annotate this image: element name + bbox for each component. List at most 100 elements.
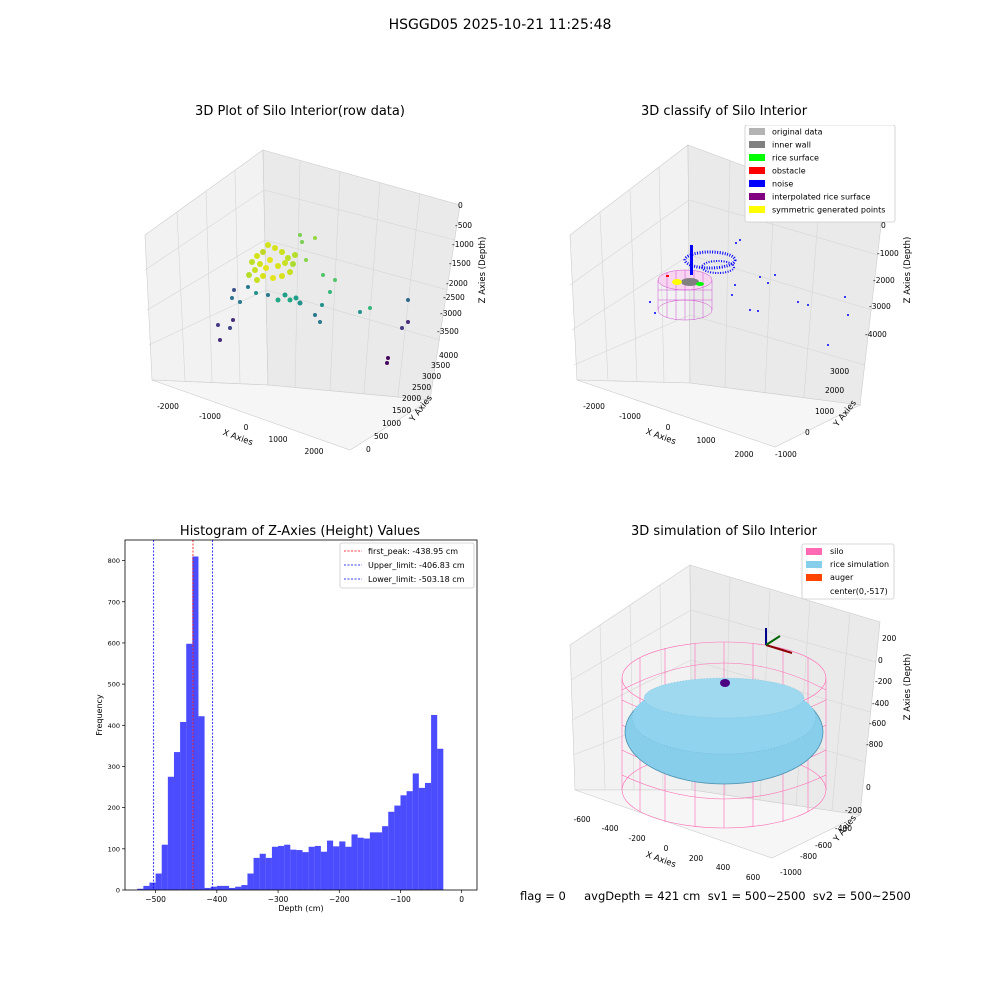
raw-z-tick: -2500 [443, 293, 465, 302]
histogram-bar [333, 846, 340, 890]
raw-x-axis-label: X Axies [221, 428, 254, 448]
legend-swatch-inner-wall [749, 141, 765, 148]
histogram-bar [180, 722, 187, 890]
raw-z-tick: -3000 [440, 309, 462, 318]
sim-z-tick: -800 [866, 740, 883, 749]
histogram-y-ticks: 0 100 200 300 400 500 600 700 800 [108, 557, 125, 895]
histogram-bar [418, 787, 425, 890]
sim-z-tick: 0 [878, 656, 883, 665]
legend-label: rice surface [772, 154, 819, 163]
legend-label: first_peak: -438.95 cm [368, 547, 458, 556]
histogram-bar [143, 885, 150, 890]
histogram-bar [412, 773, 419, 890]
raw-x-tick: 0 [244, 423, 249, 432]
histogram-bar [296, 850, 303, 890]
histogram-bars [137, 556, 444, 890]
sim-z-axis-label: Z Axies (Depth) [903, 654, 913, 721]
classify-plot-title: 3D classify of Silo Interior [640, 104, 808, 119]
legend-label: original data [772, 128, 823, 137]
raw-z-tick: -500 [455, 221, 472, 230]
raw-3d-panes [144, 149, 461, 451]
sim-z-tick: -400 [872, 699, 889, 708]
raw-y-tick: 3500 [431, 361, 450, 370]
legend-swatch-rice [806, 561, 822, 568]
legend-swatch-noise [749, 180, 765, 187]
y-tick-label: 200 [108, 804, 120, 812]
histogram-bar [382, 826, 389, 890]
rice-surface [624, 677, 824, 785]
sim-x-tick: -400 [601, 824, 618, 833]
legend-swatch-rice-surface [749, 154, 765, 161]
histogram-legend: first_peak: -438.95 cm Upper_limit: -406… [339, 542, 475, 589]
raw-y-tick: 2000 [402, 394, 421, 403]
classify-x-tick: 0 [666, 423, 671, 432]
x-tick-label: −400 [207, 895, 228, 904]
legend-label: silo [830, 547, 844, 556]
classify-legend: original data inner wall rice surface ob… [744, 125, 896, 223]
classify-z-axis-label: Z Axies (Depth) [903, 237, 913, 304]
histogram-bar [278, 845, 285, 890]
classify-y-tick: 1000 [815, 407, 834, 416]
raw-y-tick: 500 [374, 432, 389, 441]
y-tick-label: 500 [108, 681, 120, 689]
sim-y-tick: -200 [845, 806, 862, 815]
y-tick-label: 800 [108, 557, 120, 565]
y-tick-label: 600 [108, 639, 120, 647]
histogram-bar [210, 886, 217, 890]
x-tick-label: −100 [390, 895, 411, 904]
histogram-bar [192, 556, 199, 890]
histogram-x-axis-label: Depth (cm) [278, 904, 323, 913]
raw-y-tick: 1000 [382, 419, 401, 428]
classify-z-tick: -2000 [873, 276, 895, 285]
legend-swatch-symmetric [749, 206, 765, 213]
histogram-title: Histogram of Z-Axies (Height) Values [179, 524, 421, 539]
histogram-bar [308, 846, 315, 890]
classify-3d-plot: original data inner wall rice surface ob… [569, 125, 913, 459]
raw-plot-title: 3D Plot of Silo Interior(row data) [195, 104, 405, 119]
legend-swatch-auger [806, 574, 822, 581]
legend-label: Upper_limit: -406.83 cm [368, 561, 465, 570]
classify-z-tick: 0 [881, 221, 886, 230]
histogram-bar [204, 887, 211, 890]
status-readout: flag = 0 avgDepth = 421 cm sv1 = 500~250… [520, 889, 911, 903]
histogram-bar [241, 885, 248, 890]
legend-label: noise [772, 180, 793, 189]
sim-x-axis-label: X Axies [644, 850, 677, 870]
sim-y-tick: -400 [835, 824, 852, 833]
classify-x-tick: 1000 [696, 436, 715, 445]
histogram-bar [400, 795, 407, 890]
raw-x-tick: -2000 [157, 402, 179, 411]
histogram-bar [437, 748, 444, 890]
raw-x-tick: 2000 [304, 447, 323, 456]
classify-y-tick: 0 [805, 428, 810, 437]
histogram-bar [431, 715, 438, 890]
simulation-3d-plot: silo rice simulation auger center(0,-517… [569, 543, 913, 880]
sim-z-tick: -200 [875, 677, 892, 686]
simulation-plot-title: 3D simulation of Silo Interior [631, 524, 817, 539]
sim-y-tick: -600 [815, 841, 832, 850]
sim-x-tick: -200 [628, 834, 645, 843]
histogram-bar [186, 643, 193, 890]
histogram-bar [357, 837, 364, 890]
raw-z-tick: -3500 [437, 327, 459, 336]
histogram-chart: −500 −400 −300 −200 −100 0 0 100 200 300 400 500 60… [95, 539, 478, 913]
histogram-bar [222, 885, 230, 890]
histogram-bar [173, 752, 181, 890]
raw-z-tick: -1000 [452, 240, 474, 249]
histogram-bar [149, 882, 156, 890]
classify-x-axis-label: X Axies [644, 427, 677, 447]
histogram-y-axis-label: Frequency [95, 694, 104, 736]
sim-x-tick: 400 [716, 863, 731, 872]
classify-x-tick: -1000 [619, 412, 641, 421]
legend-label: inner wall [772, 141, 811, 150]
raw-3d-points [216, 233, 410, 365]
histogram-bar [253, 857, 260, 890]
histogram-bar [229, 887, 236, 890]
raw-y-tick: 0 [366, 445, 371, 454]
histogram-bar [302, 852, 309, 890]
classify-y-tick: -1000 [775, 450, 797, 459]
raw-y-tick: 2500 [412, 383, 431, 392]
x-tick-label: −200 [329, 895, 350, 904]
histogram-reference-lines [153, 540, 214, 890]
sim-x-tick: 200 [689, 854, 704, 863]
